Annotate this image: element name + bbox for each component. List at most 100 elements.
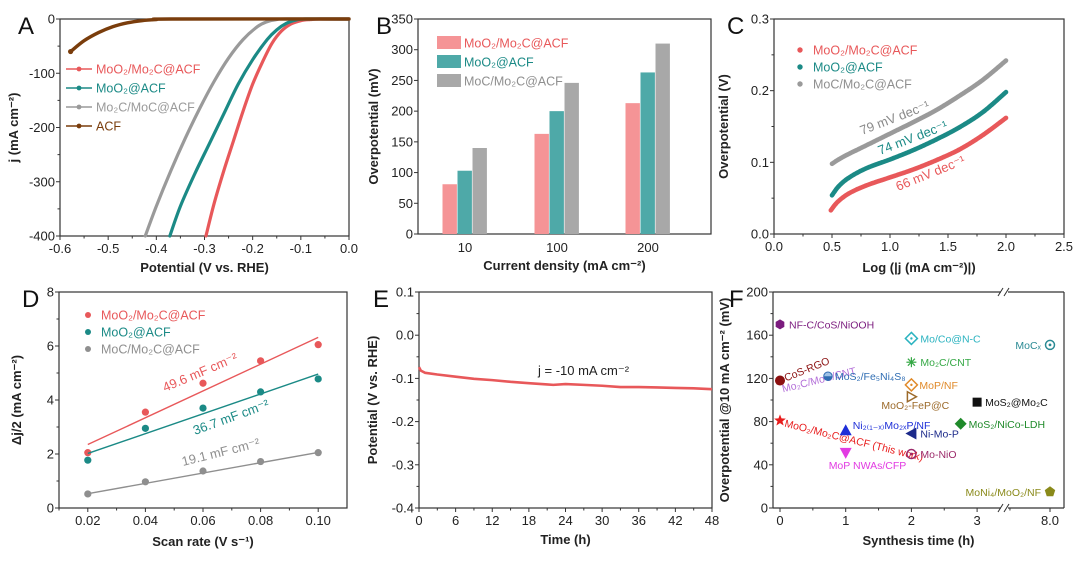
data-point bbox=[199, 379, 207, 387]
x-axis-label: Log (|j (mA cm⁻²)|) bbox=[862, 260, 975, 275]
x-tick-label: 42 bbox=[668, 513, 682, 528]
x-tick-label: 1 bbox=[842, 513, 849, 528]
y-tick-label: 150 bbox=[391, 134, 413, 149]
bar bbox=[472, 148, 487, 234]
line-series-mooo2-mo2c bbox=[204, 17, 351, 238]
panel-a-lsv-chart: -0.6 -0.5 -0.4 -0.3 -0.2 -0.1 0.0 0 -100 -200 -300… bbox=[6, 12, 358, 276]
x-tick-label: -0.3 bbox=[193, 241, 215, 256]
x-axis-label: Potential (V vs. RHE) bbox=[140, 260, 269, 275]
x-axis-label: Synthesis time (h) bbox=[863, 533, 975, 548]
legend-label: MoO₂@ACF bbox=[101, 326, 171, 340]
y-tick-label: -300 bbox=[29, 174, 55, 189]
marker-triangle-up bbox=[839, 424, 852, 436]
comparison-point-label: MoS₂@Mo₂C bbox=[985, 397, 1048, 409]
legend-label: MoO₂/Mo₂C@ACF bbox=[813, 44, 918, 58]
line-series-moo2 bbox=[168, 17, 351, 238]
y-tick-label: 40 bbox=[754, 457, 768, 472]
bar bbox=[534, 133, 549, 234]
y-tick-label: 100 bbox=[391, 165, 413, 180]
marker-diamond-open bbox=[904, 377, 919, 392]
panel-b-bar-chart: 0 50 100 150 200 250 300 350 Current density (mA… bbox=[366, 12, 712, 273]
legend-label: MoO₂/Mo₂C@ACF bbox=[96, 63, 201, 77]
x-axis-label: Scan rate (V s⁻¹) bbox=[152, 534, 254, 549]
data-point bbox=[84, 490, 92, 498]
y-axis-label: Overpotential (mV) bbox=[366, 68, 381, 184]
x-tick-label: -0.4 bbox=[145, 241, 167, 256]
y-tick-label: 0.1 bbox=[751, 155, 769, 170]
current-density-label: j = -10 mA cm⁻² bbox=[537, 363, 630, 378]
bar bbox=[655, 43, 670, 235]
legend-label: MoO₂/Mo₂C@ACF bbox=[101, 309, 206, 323]
panel-c-tafel-chart: 0.0 0.5 1.0 1.5 2.0 2.5 0.0 0.1 0.2 0.3 Log (|j (m… bbox=[716, 12, 1073, 276]
x-tick-label: 100 bbox=[546, 240, 568, 255]
x-tick-label: 0 bbox=[776, 513, 783, 528]
y-tick-label: 120 bbox=[746, 371, 768, 386]
legend-marker bbox=[76, 85, 82, 91]
x-tick-label: -0.6 bbox=[49, 241, 71, 256]
legend-marker bbox=[76, 123, 82, 129]
x-tick-label: 1.5 bbox=[939, 239, 957, 254]
panel-letter-f: F bbox=[729, 286, 744, 313]
legend-label: MoC/Mo₂C@ACF bbox=[464, 75, 563, 89]
y-tick-label: 0.3 bbox=[751, 12, 769, 27]
comparison-point-label: Ni-Mo-P bbox=[920, 428, 959, 440]
y-tick-label: 4 bbox=[47, 393, 54, 408]
x-tick-label: 12 bbox=[485, 513, 499, 528]
x-tick-label: -0.1 bbox=[290, 241, 312, 256]
marker-star bbox=[774, 414, 786, 426]
panel-letter-b: B bbox=[376, 13, 392, 40]
panel-letter-e: E bbox=[373, 286, 389, 313]
legend-marker bbox=[76, 104, 82, 110]
panel-f-comparison-chart: 0 1 2 3 8.0 0 40 80 120 160 200 Synthesis time (h) O… bbox=[717, 285, 1065, 548]
y-tick-label: 200 bbox=[391, 104, 413, 119]
y-tick-label: 250 bbox=[391, 73, 413, 88]
x-tick-label: 0.06 bbox=[190, 513, 215, 528]
line-series-acf bbox=[68, 17, 351, 54]
legend-marker bbox=[85, 329, 91, 335]
bar bbox=[640, 72, 655, 234]
axis-break-mark bbox=[997, 287, 1004, 297]
x-axis-label: Time (h) bbox=[540, 532, 590, 547]
data-point bbox=[257, 388, 265, 396]
x-tick-label: 2.5 bbox=[1055, 239, 1073, 254]
y-tick-label: -0.4 bbox=[392, 501, 414, 516]
panel-letter-c: C bbox=[727, 13, 744, 40]
data-point bbox=[257, 357, 265, 365]
panel-letter-a: A bbox=[18, 13, 34, 40]
legend-swatch bbox=[437, 55, 461, 68]
comparison-point-label: MoP NWAs/CFP bbox=[829, 460, 907, 472]
data-point bbox=[141, 408, 149, 416]
data-point bbox=[141, 478, 149, 486]
x-tick-label: 0.04 bbox=[133, 513, 158, 528]
y-tick-label: 2 bbox=[47, 447, 54, 462]
y-tick-label: 0 bbox=[406, 227, 413, 242]
legend-label: MoO₂/Mo₂C@ACF bbox=[464, 37, 569, 51]
marker-hexagon bbox=[775, 319, 785, 330]
capacitance-label: 19.1 mF cm⁻² bbox=[180, 435, 262, 469]
y-tick-label: 0.1 bbox=[396, 285, 414, 300]
x-tick-label: 2.0 bbox=[997, 239, 1015, 254]
data-point bbox=[314, 341, 322, 349]
y-tick-label: 0 bbox=[761, 501, 768, 516]
legend-swatch bbox=[437, 36, 461, 49]
comparison-point-label: MoCₓ bbox=[1015, 340, 1041, 352]
x-tick-label: 0.08 bbox=[248, 513, 273, 528]
x-tick-label: 200 bbox=[637, 240, 659, 255]
x-tick-label: 10 bbox=[458, 240, 472, 255]
marker-triangle-down bbox=[839, 447, 852, 459]
y-tick-label: 8 bbox=[47, 285, 54, 300]
x-tick-label: 8.0 bbox=[1041, 513, 1059, 528]
comparison-point-label: MoNi₄/MoO₂/NF bbox=[966, 487, 1041, 499]
legend-marker bbox=[76, 66, 82, 72]
legend-label: MoO₂@ACF bbox=[813, 61, 883, 75]
panel-d-frame bbox=[58, 291, 348, 509]
panel-e-stability-chart: 0 6 12 18 24 30 36 42 48 0.1 0.0 -0.1 -0.2 -0.3 -0.4 Ti… bbox=[365, 285, 719, 548]
x-tick-label: 1.0 bbox=[881, 239, 899, 254]
data-point bbox=[314, 449, 322, 457]
y-tick-label: 350 bbox=[391, 12, 413, 27]
x-tick-label: 18 bbox=[522, 513, 536, 528]
x-tick-label: 3 bbox=[973, 513, 980, 528]
comparison-point-label: MoP/NF bbox=[919, 380, 958, 392]
y-tick-label: -0.2 bbox=[392, 414, 414, 429]
